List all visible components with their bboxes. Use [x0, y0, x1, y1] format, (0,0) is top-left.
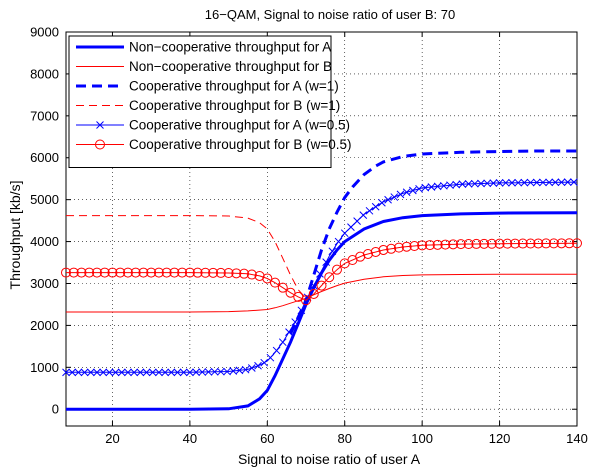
y-tick-label: 6000: [30, 150, 59, 165]
y-tick-label: 2000: [30, 318, 59, 333]
y-tick-label: 1000: [30, 360, 59, 375]
x-tick-label: 120: [489, 431, 511, 446]
y-tick-label: 9000: [30, 25, 59, 40]
y-tick-label: 0: [52, 402, 59, 417]
x-tick-label: 20: [105, 431, 119, 446]
y-tick-label: 3000: [30, 276, 59, 291]
legend-label: Cooperative throughput for A (w=0.5): [129, 118, 350, 133]
x-axis-label: Signal to noise ratio of user A: [238, 451, 421, 467]
legend-label: Non−cooperative throughput for B: [129, 59, 332, 74]
chart-title: 16−QAM, Signal to noise ratio of user B:…: [205, 7, 455, 22]
legend-label: Cooperative throughput for B (w=0.5): [129, 137, 352, 152]
y-tick-label: 4000: [30, 234, 59, 249]
x-tick-label: 100: [411, 431, 433, 446]
legend-label: Non−cooperative throughput for A: [129, 40, 331, 55]
y-tick-label: 5000: [30, 192, 59, 207]
x-tick-label: 60: [260, 431, 274, 446]
y-tick-label: 8000: [30, 66, 59, 81]
y-axis-label: Throughput [kb/s]: [7, 181, 23, 290]
x-tick-label: 80: [337, 431, 351, 446]
legend: Non−cooperative throughput for A Non−coop…: [69, 36, 352, 168]
legend-label: Cooperative throughput for A (w=1): [129, 79, 339, 94]
x-tick-label: 140: [566, 431, 588, 446]
y-tick-label: 7000: [30, 108, 59, 123]
x-tick-label: 40: [183, 431, 197, 446]
legend-label: Cooperative throughput for B (w=1): [129, 98, 340, 113]
